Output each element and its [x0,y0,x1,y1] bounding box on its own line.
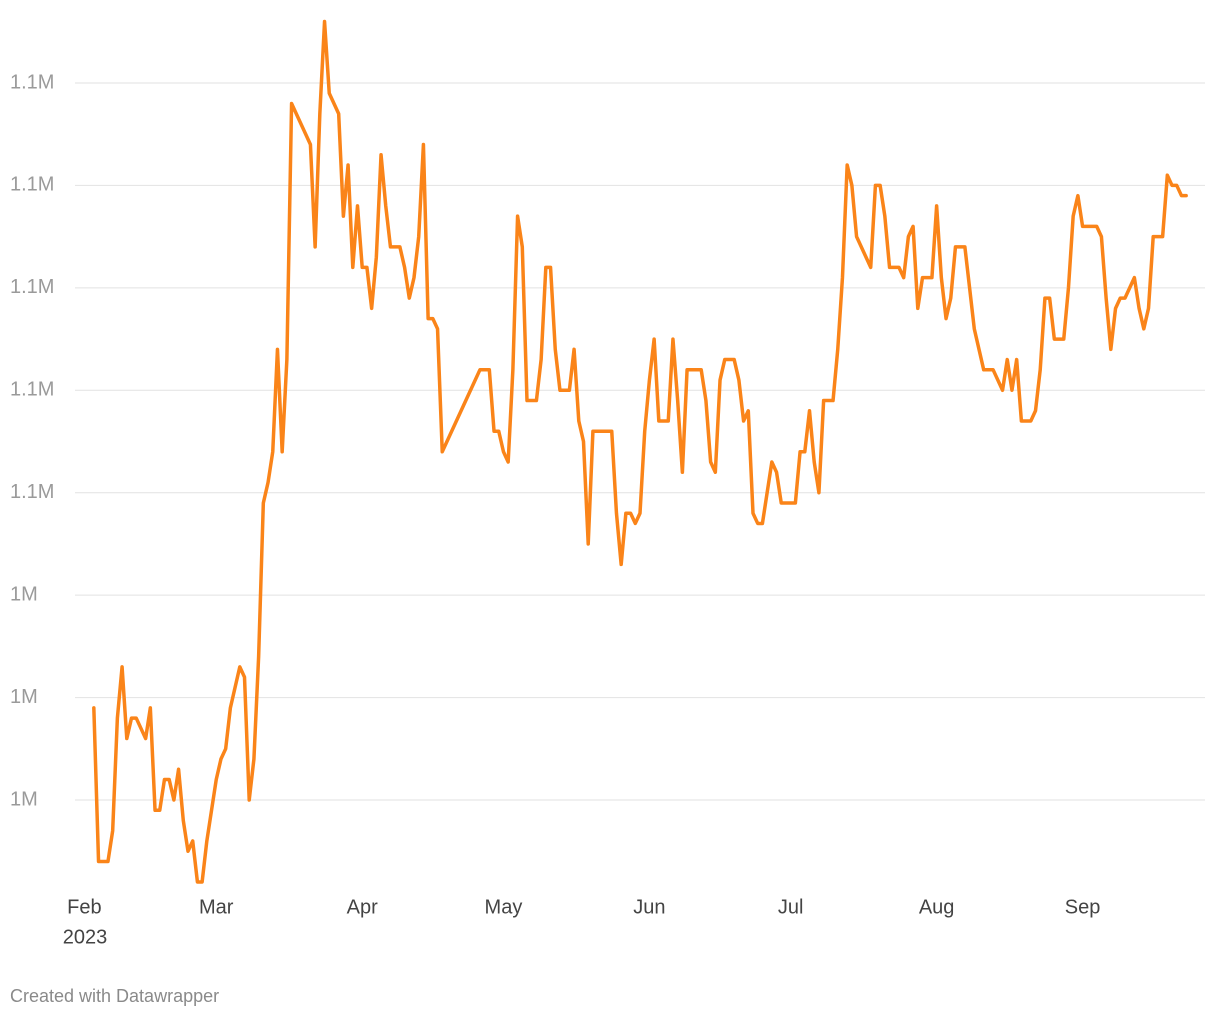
x-tick-label: May [485,896,523,918]
x-tick-label: Feb [67,896,101,918]
x-tick-label: Aug [919,896,955,918]
y-tick-label: 1.1M [10,71,54,93]
data-line [92,19,1188,884]
x-tick-label: Mar [199,896,234,918]
y-tick-label: 1.1M [10,379,54,401]
y-tick-label: 1M [10,788,38,810]
y-tick-label: 1.1M [10,481,54,503]
y-tick-label: 1.1M [10,276,54,298]
footer: Created with Datawrapper [10,986,219,1006]
x-tick-label: Jul [778,896,804,918]
x-tick-label: Jun [633,896,665,918]
x-axis-year: 2023 [63,926,108,948]
x-tick-label: Sep [1065,896,1101,918]
x-tick-label: Apr [347,896,378,918]
y-tick-label: 1M [10,583,38,605]
y-tick-label: 1M [10,686,38,708]
y-tick-label: 1.1M [10,174,54,196]
